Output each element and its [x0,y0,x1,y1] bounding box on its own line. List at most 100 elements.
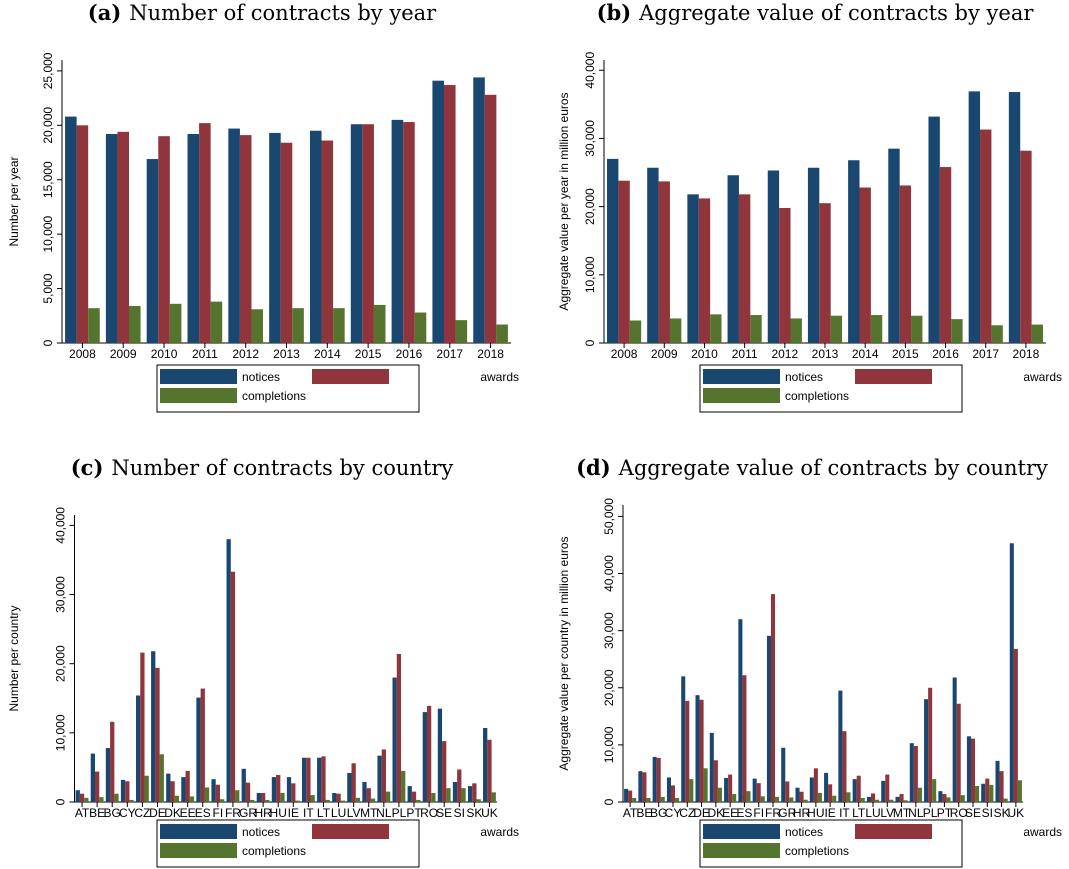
bar [756,783,761,802]
bar [135,695,141,802]
bar [117,131,130,343]
bar [666,777,671,802]
bar [84,797,89,802]
bar [618,180,630,343]
bar [174,795,179,802]
legend-label: notices [242,370,280,384]
x-tick-label: SI [454,806,465,820]
bar [241,768,246,802]
panel-title: (a) Number of contracts by year [88,0,437,25]
bar [813,768,818,802]
panel-title-text: Aggregate value of contracts by country [618,456,1048,480]
bar [90,753,95,802]
x-tick-label: HR [254,806,272,820]
bar [181,777,186,802]
y-tick-label: 20,000 [583,188,597,225]
bar [158,136,170,343]
bar [607,158,619,343]
bar [658,181,670,343]
bar [646,798,651,802]
bar [105,134,118,343]
bar [432,80,444,343]
x-tick-label: MT [360,806,378,820]
bar [401,770,406,802]
x-tick-label: MT [893,806,911,820]
bar [728,774,733,802]
legend-swatch [703,369,780,384]
bar [239,135,252,343]
bar [856,775,861,802]
bar [928,116,940,343]
legend-label: completions [242,389,306,403]
bar [325,799,330,802]
x-tick-label: 2017 [972,347,999,361]
x-tick-label: HU [807,806,824,820]
bar [991,325,1003,343]
bar [888,148,900,343]
legend-swatch [703,843,780,858]
bar [1003,798,1008,802]
bar [88,308,100,343]
bar [94,771,100,802]
bar [215,784,220,802]
x-tick-label: LT [317,806,331,820]
bar [911,315,923,343]
y-tick-label: 0 [602,798,616,805]
bar [807,167,820,343]
x-tick-label: CY [119,806,136,820]
bar [110,721,115,802]
panel-title: (c) Number of contracts by country [71,455,454,480]
bar [638,771,643,802]
bar [269,132,281,343]
bar [913,746,918,802]
x-tick-label: RO [950,806,968,820]
bar [956,703,961,802]
x-tick-label: AT [623,806,638,820]
bar [210,301,223,343]
bar [65,116,77,343]
bar [795,787,800,802]
bar [396,654,402,802]
x-tick-label: NL [376,806,392,820]
bar [624,788,629,802]
bar [105,748,111,802]
x-tick-label: 2016 [932,347,959,361]
panel-title: (d) Aggregate value of contracts by count… [576,455,1048,480]
bar [885,774,890,802]
bar [392,677,397,802]
x-tick-label: EE [180,806,196,820]
bar [196,697,201,802]
bar [727,175,739,343]
bar [336,793,341,802]
legend-swatch [160,843,237,858]
bar [742,675,747,802]
x-tick-label: IT [839,806,850,820]
legend-swatch [160,388,237,403]
bar [166,773,171,802]
x-tick-label: BE [89,806,105,820]
bar [642,772,647,802]
y-tick-label: 10,000 [602,726,616,763]
bar [660,796,665,802]
bar [799,791,804,802]
bar [350,124,363,343]
bar [155,667,160,802]
bar [260,793,266,802]
bar [770,594,776,802]
bar [860,798,865,802]
bar [946,797,951,802]
bar [340,800,345,802]
y-axis-title: Aggregate value per year in million euro… [557,92,571,310]
bar [452,781,458,802]
x-tick-label: DE [149,806,166,820]
x-tick-label: 2010 [151,347,178,361]
x-tick-label: HU [270,806,287,820]
bar [140,652,145,802]
y-tick-label: 30,000 [602,612,616,649]
x-tick-label: 2009 [651,347,678,361]
bar [899,185,912,343]
legend-label: notices [785,370,823,384]
bar [256,793,261,802]
bar [985,778,990,802]
y-tick-label: 20,000 [54,645,68,682]
